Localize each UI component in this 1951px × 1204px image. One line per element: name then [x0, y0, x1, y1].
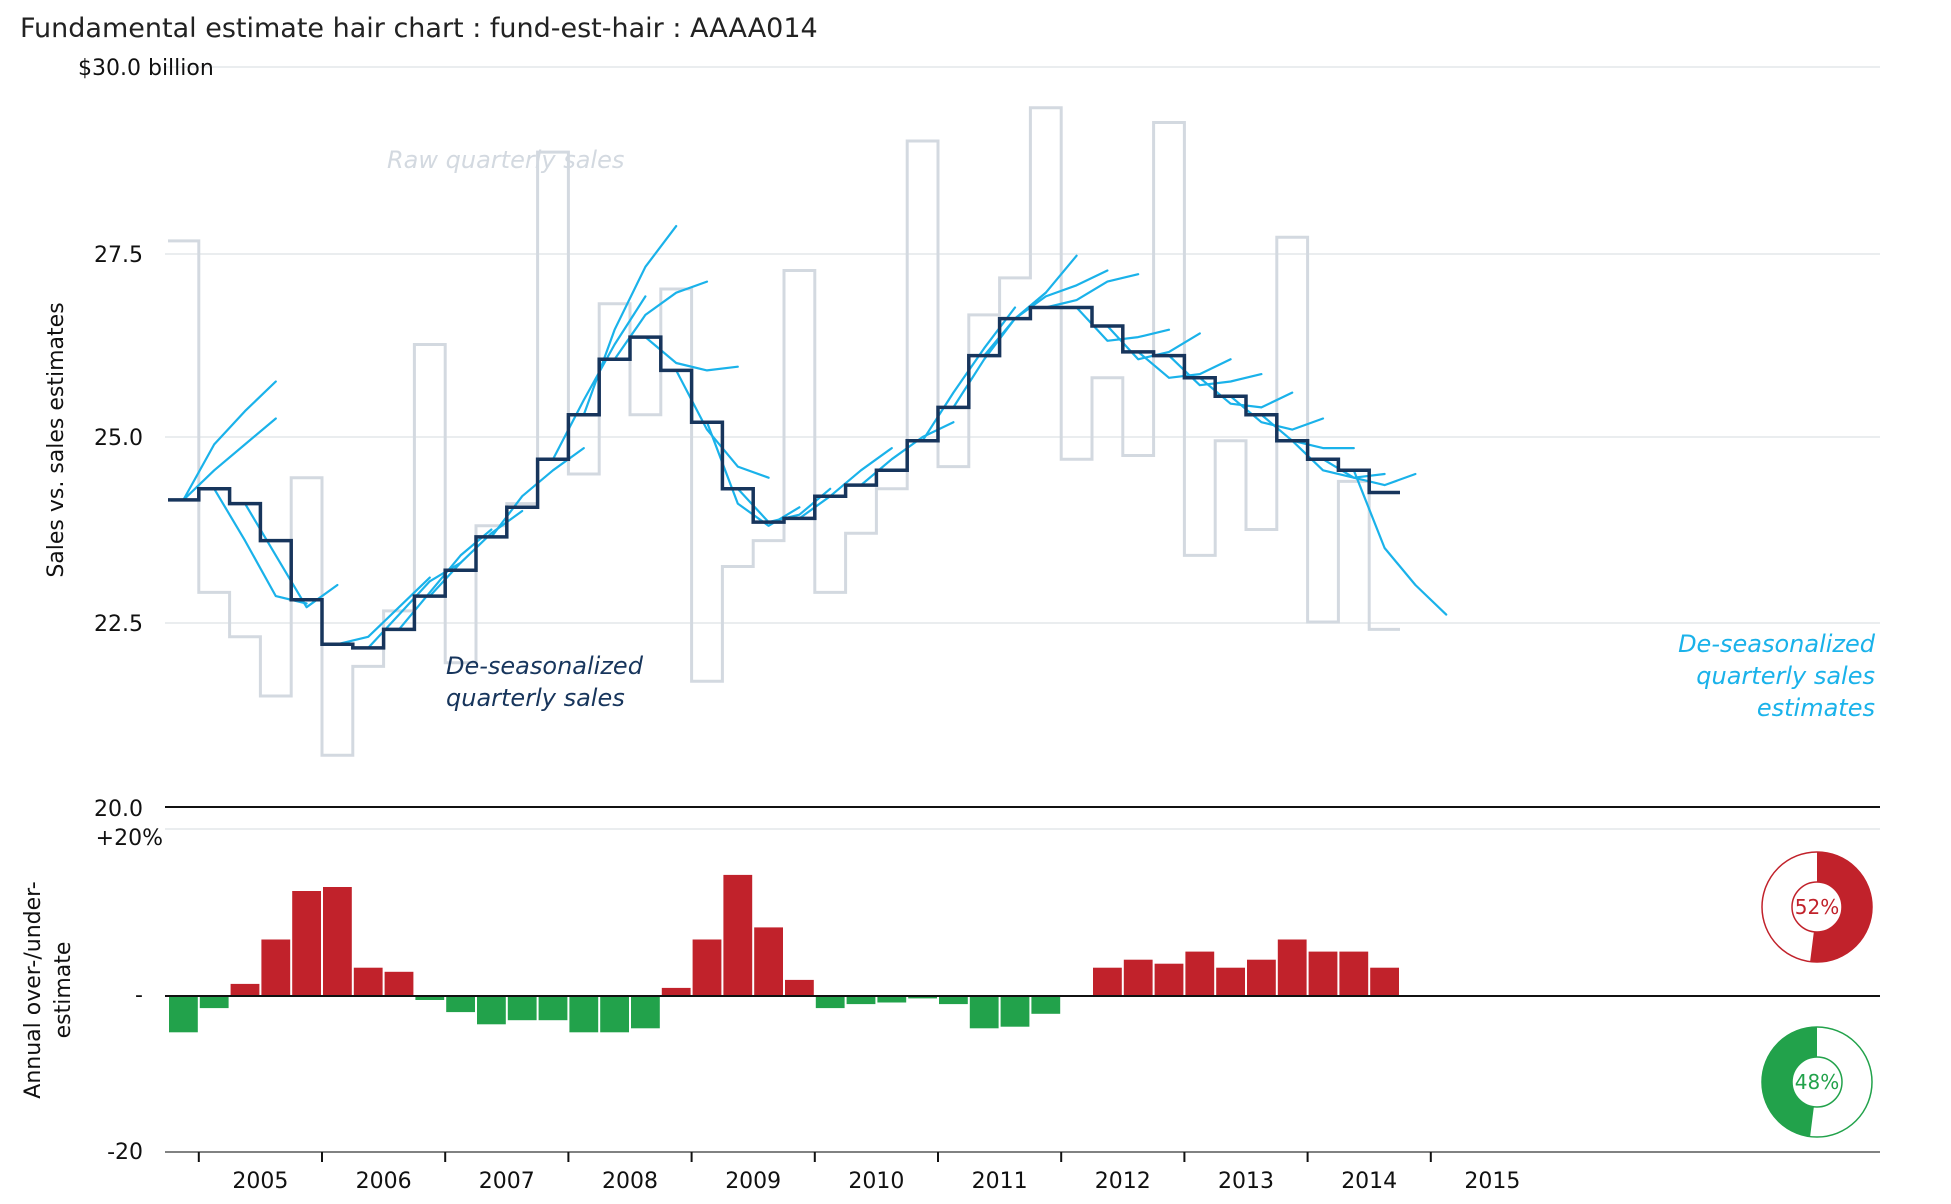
under-estimate-bar: [815, 996, 845, 1009]
estimate-hair: [1044, 273, 1140, 309]
x-tick-label: 2006: [356, 1169, 412, 1194]
under-estimate-bar: [1031, 996, 1061, 1014]
under-estimate-bar: [507, 996, 537, 1021]
x-axis: 2005 2006 2007 2008 2009 2010 2011 2012 2013 2014…: [197, 1152, 1520, 1194]
estimate-hair: [182, 417, 277, 501]
lower-grid: [165, 828, 1880, 1153]
over-estimate-bar: [1308, 951, 1338, 996]
y-tick-label: 27.5: [94, 243, 143, 268]
under-estimate-bar: [939, 996, 968, 1005]
over-estimate-bar: [230, 983, 260, 996]
estimate-hair: [182, 380, 277, 501]
upper-y-axis-title: Sales vs. sales estimates: [44, 302, 69, 577]
lower-y-axis-title: Annual over-/under- estimate: [21, 881, 76, 1098]
under-estimate-bar: [908, 996, 937, 999]
raw-sales-line: [168, 106, 1400, 757]
over-estimate-bar: [292, 891, 321, 996]
x-tick-label: 2013: [1218, 1169, 1274, 1194]
over-share-donut: 52%: [1761, 851, 1873, 963]
lower-y-axis-title-line: Annual over-/under-: [21, 881, 46, 1098]
under-estimate-bar: [846, 996, 876, 1005]
over-estimate-bar: [1154, 963, 1184, 996]
over-estimate-bar: [1216, 967, 1245, 996]
deseasonalized-line: [168, 305, 1400, 650]
raw-sales-series: [168, 106, 1400, 757]
deseasonalized-annotation-line: De-seasonalized: [446, 652, 644, 680]
over-estimate-bar: [353, 967, 383, 996]
under-share-label: 48%: [1795, 1070, 1839, 1094]
over-estimate-bar: [1185, 951, 1215, 996]
y-tick-label: -: [135, 983, 143, 1008]
x-tick-label: 2012: [1095, 1169, 1151, 1194]
under-estimate-bar: [600, 996, 629, 1033]
y-tick-label: 22.5: [94, 612, 143, 637]
under-estimate-bar: [169, 996, 198, 1033]
upper-grid: [165, 66, 1880, 808]
over-estimate-bar: [261, 939, 291, 996]
over-under-bars: [169, 874, 1399, 1033]
over-donut-arc: [1810, 852, 1872, 962]
lower-y-axis-title-line: estimate: [51, 942, 76, 1039]
over-estimate-bar: [723, 874, 753, 996]
over-estimate-bar: [1093, 967, 1122, 996]
under-estimate-bar: [969, 996, 999, 1029]
under-donut-hole: [1791, 1056, 1843, 1108]
over-estimate-bar: [1339, 951, 1369, 996]
over-estimate-bar: [692, 939, 722, 996]
y-tick-label: 25.0: [94, 426, 143, 451]
y-top-label: $30.0 billion: [78, 56, 214, 81]
over-estimate-bar: [323, 887, 352, 996]
over-estimate-bar: [1277, 939, 1307, 996]
x-tick-label: 2010: [848, 1169, 904, 1194]
deseasonalized-annotation: De-seasonalized quarterly sales: [446, 652, 644, 712]
lower-y-axis: +20% - -20 Annual over-/under- estimate: [21, 826, 163, 1165]
over-estimate-bar: [1247, 959, 1276, 996]
over-donut-hole: [1791, 881, 1843, 933]
under-share-donut: 48%: [1761, 1026, 1873, 1138]
estimates-annotation: De-seasonalized quarterly sales estimate…: [1678, 630, 1876, 722]
x-tick-label: 2009: [725, 1169, 781, 1194]
under-estimate-bar: [538, 996, 568, 1021]
under-donut-arc: [1761, 1026, 1817, 1137]
over-estimate-bar: [661, 987, 691, 996]
estimates-annotation-line: De-seasonalized: [1678, 630, 1876, 658]
under-estimate-bar: [446, 996, 475, 1013]
x-tick-label: 2008: [602, 1169, 658, 1194]
under-estimate-bar: [477, 996, 506, 1025]
x-tick-label: 2011: [972, 1169, 1028, 1194]
over-estimate-bar: [785, 979, 814, 996]
deseasonalized-annotation-line: quarterly sales: [446, 684, 625, 712]
y-tick-label: -20: [107, 1140, 143, 1165]
x-tick-label: 2014: [1341, 1169, 1397, 1194]
x-tick-label: 2005: [232, 1169, 288, 1194]
estimate-hair: [1352, 469, 1448, 616]
estimate-hair: [336, 576, 431, 646]
over-estimate-bar: [754, 927, 783, 996]
under-estimate-bar: [415, 996, 445, 1000]
under-estimate-bar: [199, 996, 229, 1009]
under-estimate-bar: [631, 996, 660, 1029]
under-estimate-bar: [569, 996, 599, 1033]
y-tick-label: +20%: [96, 826, 163, 851]
y-tick-label: 20.0: [94, 797, 143, 822]
over-estimate-bar: [1123, 959, 1153, 996]
under-estimate-bar: [877, 996, 907, 1003]
over-share-label: 52%: [1795, 895, 1839, 919]
estimates-annotation-line: quarterly sales: [1696, 662, 1875, 690]
over-estimate-bar: [1370, 967, 1399, 996]
x-tick-label: 2007: [479, 1169, 535, 1194]
estimates-annotation-line: estimates: [1757, 694, 1875, 722]
over-estimate-bar: [384, 971, 414, 996]
under-estimate-bar: [1000, 996, 1030, 1027]
raw-sales-annotation: Raw quarterly sales: [387, 146, 624, 174]
chart-title: Fundamental estimate hair chart : fund-e…: [20, 13, 818, 44]
upper-y-axis: $30.0 billion 27.5 25.0 22.5 20.0 Sales …: [44, 56, 214, 822]
deseasonalized-series: [168, 305, 1400, 650]
x-tick-label: 2015: [1464, 1169, 1520, 1194]
